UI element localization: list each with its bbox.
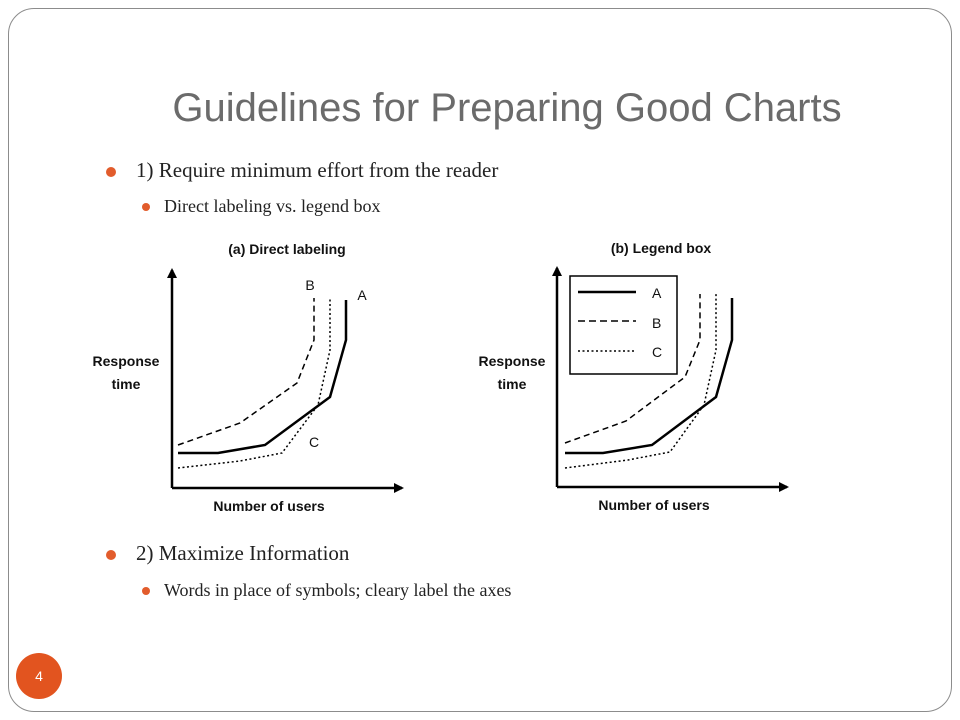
- bullet-dot: [106, 167, 116, 177]
- legend-label-A: A: [652, 285, 662, 301]
- chart-a-series-C: [177, 298, 331, 469]
- bullet-1-sub-text: Direct labeling vs. legend box: [164, 196, 381, 216]
- chart-a-title: (a) Direct labeling: [228, 241, 345, 257]
- chart-a-label-B: B: [305, 277, 314, 293]
- slide-title: Guidelines for Preparing Good Charts: [172, 86, 842, 130]
- chart-b-ylabel-line1: Response: [479, 353, 546, 369]
- chart-b-ylabel-line2: time: [498, 376, 527, 392]
- legend-label-B: B: [652, 315, 661, 331]
- chart-b-xlabel: Number of users: [598, 497, 709, 513]
- chart-a-label-A: A: [357, 287, 367, 303]
- chart-a-ylabel-line1: Response: [93, 353, 160, 369]
- chart-a-series-A: [178, 300, 348, 455]
- bullet-2-text: 2) Maximize Information: [136, 541, 350, 565]
- chart-a-ylabel-line2: time: [112, 376, 141, 392]
- chart-b-title: (b) Legend box: [611, 240, 712, 256]
- chart-a: (a) Direct labeling Response time Number…: [93, 241, 404, 514]
- chart-b-series-A: [565, 298, 734, 455]
- chart-b-series-C: [564, 294, 717, 469]
- legend-label-C: C: [652, 344, 662, 360]
- page-number-badge: 4: [16, 653, 62, 699]
- bullet-2-sub-text: Words in place of symbols; cleary label …: [164, 580, 512, 600]
- chart-a-xlabel: Number of users: [213, 498, 324, 514]
- bullet-1-text: 1) Require minimum effort from the reade…: [136, 158, 499, 182]
- slide-frame: [8, 8, 952, 712]
- chart-b: (b) Legend box Response time Number of u…: [479, 240, 789, 513]
- chart-a-label-C: C: [309, 434, 319, 450]
- chart-b-series-B: [564, 294, 701, 444]
- chart-a-series-B: [177, 298, 315, 446]
- sub-bullet-dot: [142, 587, 150, 595]
- sub-bullet-dot: [142, 203, 150, 211]
- bullet-dot: [106, 550, 116, 560]
